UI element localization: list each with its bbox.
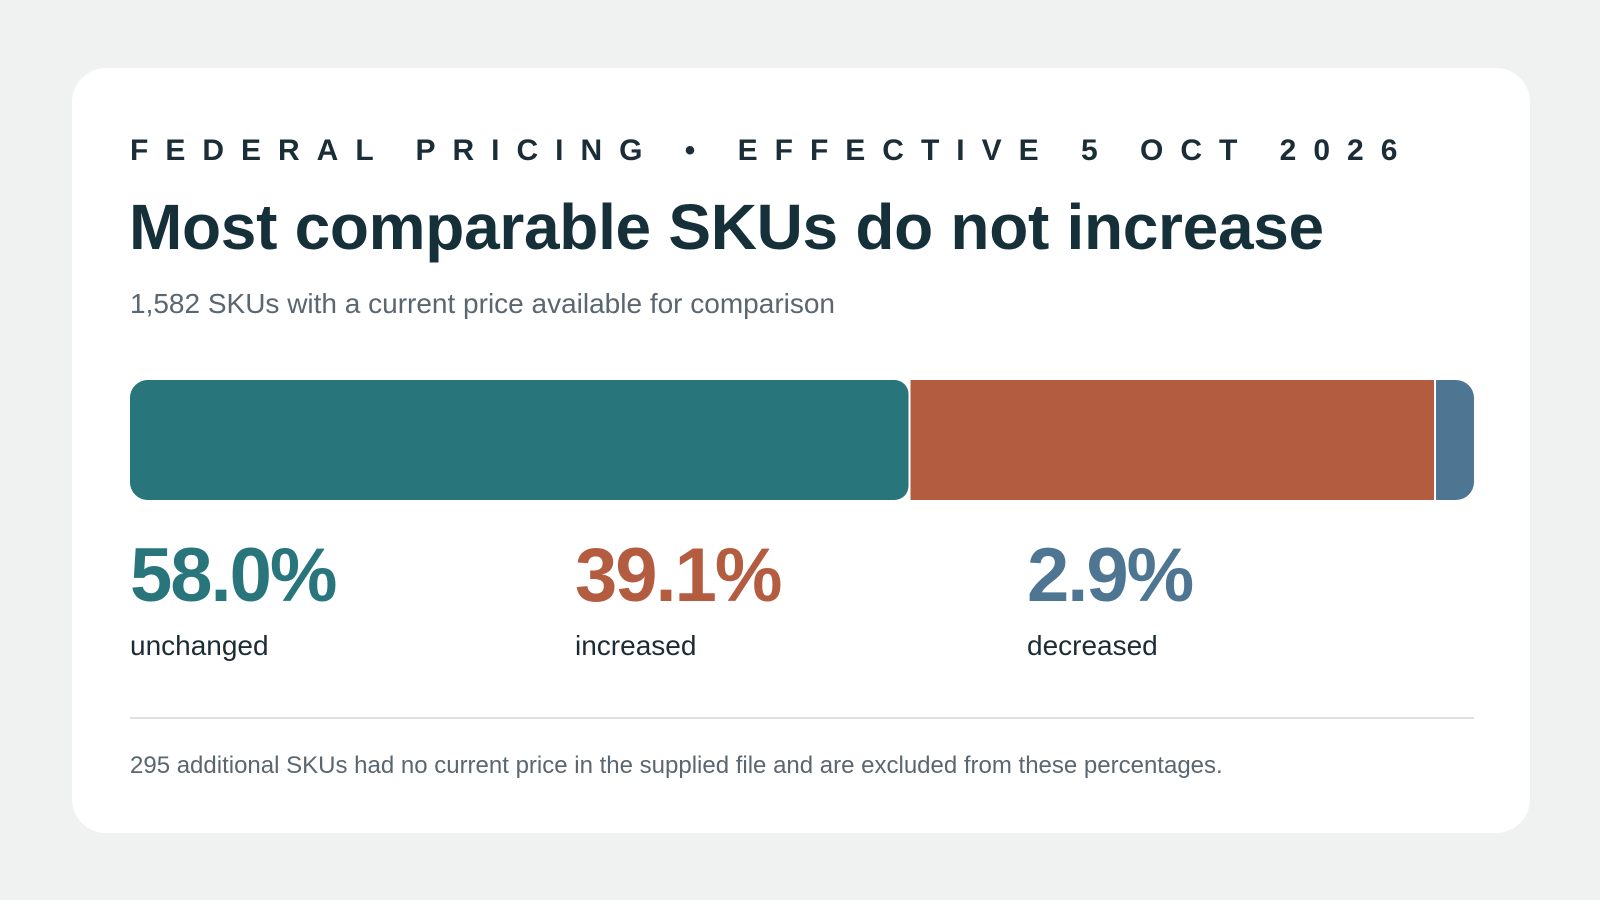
- summary-card: FEDERAL PRICING • EFFECTIVE 5 OCT 2026 M…: [72, 68, 1530, 833]
- bar-segment-unchanged: [130, 380, 909, 500]
- bar-segment-decreased: [1436, 380, 1474, 500]
- stat-increased: 39.1% increased: [575, 533, 782, 661]
- stacked-bar-chart: [130, 380, 1474, 500]
- stat-label-decreased: decreased: [1027, 630, 1158, 661]
- divider: [130, 717, 1474, 719]
- stat-value-decreased: 2.9%: [1027, 533, 1194, 618]
- stat-value-increased: 39.1%: [575, 533, 782, 618]
- footnote: 295 additional SKUs had no current price…: [130, 752, 1223, 779]
- eyebrow-label: FEDERAL PRICING • EFFECTIVE 5 OCT 2026: [130, 134, 1415, 167]
- stat-decreased: 2.9% decreased: [1027, 533, 1194, 661]
- bar-separator-decreased: [1434, 380, 1437, 500]
- stat-label-unchanged: unchanged: [130, 630, 269, 661]
- page-subtitle: 1,582 SKUs with a current price availabl…: [130, 288, 836, 319]
- stat-unchanged: 58.0% unchanged: [130, 533, 337, 661]
- page-title: Most comparable SKUs do not increase: [129, 191, 1324, 263]
- stat-value-unchanged: 58.0%: [130, 533, 337, 618]
- stat-label-increased: increased: [575, 630, 697, 661]
- bar-segment-increased: [910, 380, 1436, 500]
- bar-separator-increased: [908, 380, 911, 500]
